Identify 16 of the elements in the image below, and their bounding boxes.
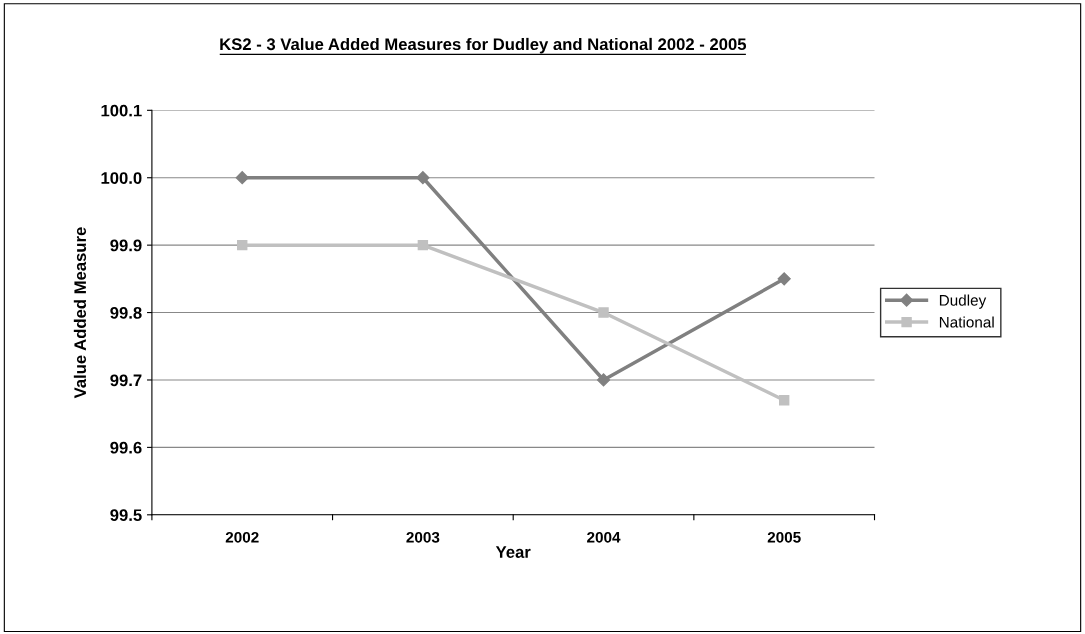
x-axis-title: Year bbox=[495, 546, 531, 558]
y-axis-title: Value Added Measure bbox=[73, 227, 87, 399]
legend-label: National bbox=[939, 316, 994, 328]
y-tick-label: 99.6 bbox=[110, 441, 142, 454]
y-tick-label: 99.7 bbox=[110, 374, 142, 387]
x-tick-label: 2003 bbox=[406, 531, 440, 543]
y-tick-label: 99.5 bbox=[110, 509, 142, 522]
x-tick-label: 2004 bbox=[587, 531, 621, 543]
y-tick-label: 100.0 bbox=[101, 172, 142, 184]
x-tick-label: 2005 bbox=[767, 531, 801, 543]
y-tick-label: 100.1 bbox=[101, 104, 142, 117]
y-tick-label: 99.9 bbox=[110, 239, 142, 252]
legend-label: Dudley bbox=[939, 294, 987, 309]
chart-title: KS2 - 3 Value Added Measures for Dudley and National 2002 - 2005 bbox=[220, 37, 747, 54]
x-tick-label: 2002 bbox=[225, 531, 259, 543]
y-tick-label: 99.8 bbox=[110, 306, 142, 319]
